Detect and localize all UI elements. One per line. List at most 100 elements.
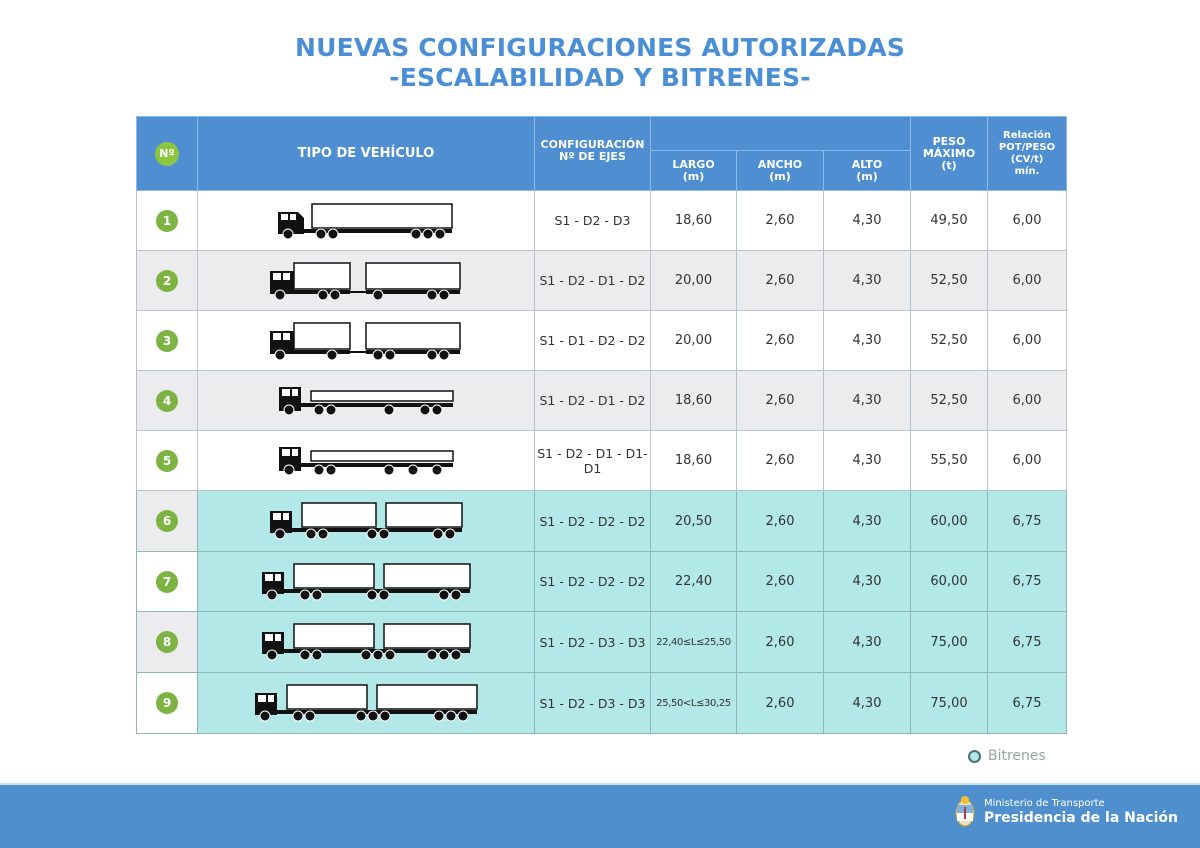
row-number-cell: 2	[136, 250, 198, 311]
row-number-cell: 4	[136, 370, 198, 431]
table-row: 5 S1 - D2 - D1 - D1- D1 18,60 2,60 4,30 …	[136, 430, 1068, 491]
relacion-cell: 6,75	[987, 672, 1068, 734]
peso-cell: 52,50	[910, 310, 989, 371]
row-number-cell: 9	[136, 672, 198, 734]
row-number-badge: 6	[156, 510, 178, 532]
row-number-cell: 5	[136, 430, 198, 491]
vehicle-cell	[197, 611, 535, 673]
ancho-cell: 2,60	[736, 551, 824, 612]
header-config-line1: CONFIGURACIÓN	[540, 138, 645, 151]
row-number-badge: 4	[156, 389, 178, 412]
header-largo-line2: (m)	[682, 169, 705, 183]
relacion-cell: 6,00	[987, 250, 1068, 311]
table-row: 2 S1 - D2 - D1 - D2 20,00 2,60 4,30 52,5…	[136, 250, 1068, 311]
header-peso-line2: MÁXIMO	[922, 146, 976, 160]
footer-bar: Ministerio de Transporte Presidencia de …	[0, 783, 1200, 848]
title-line-2: -ESCALABILIDAD Y BITRENES-	[389, 63, 811, 92]
alto-cell: 4,30	[822, 490, 912, 552]
ancho-cell: 2,60	[736, 611, 824, 673]
configurations-table: Nº TIPO DE VEHÍCULO CONFIGURACIÓN Nº DE …	[136, 116, 1068, 734]
alto-cell: 4,30	[822, 672, 912, 734]
header-alto: ALTO (m)	[822, 150, 912, 191]
table-row: 3 S1 - D1 - D2 - D2 20,00 2,60 4,30 52,5…	[136, 310, 1068, 371]
header-peso-line3: (t)	[941, 158, 957, 172]
ministry-brand: Ministerio de Transporte Presidencia de …	[954, 795, 1178, 829]
config-cell: S1 - D2 - D1 - D1- D1	[534, 430, 651, 491]
largo-cell: 18,60	[650, 430, 737, 491]
peso-cell: 75,00	[910, 611, 989, 673]
table-row-bitren: 6 S1 - D2 - D2 - D2 20,50 2,60 4,30 60,0…	[136, 490, 1068, 552]
vehicle-cell	[197, 310, 535, 371]
largo-cell: 25,50<L≤30,25	[650, 672, 737, 734]
header-ancho-line2: (m)	[769, 169, 791, 183]
header-rel-line2: POT/PESO	[998, 141, 1056, 153]
ministry-name: Ministerio de Transporte	[983, 798, 1105, 809]
table-row: 1 S1 - D2 - D3 18,60 2,60 4,30 49,50 6,0…	[136, 190, 1068, 251]
row-number-cell: 7	[136, 551, 198, 612]
table-row-bitren: 8 S1 - D2 - D3 - D3 22,40≤L≤25,50 2,60 4…	[136, 611, 1068, 673]
bitrain-truck-icon	[255, 684, 478, 722]
table-row: 4 S1 - D2 - D1 - D2 18,60 2,60 4,30 52,5…	[136, 370, 1068, 431]
row-number-badge: 2	[156, 269, 178, 292]
row-number-badge: 1	[156, 209, 178, 232]
ancho-cell: 2,60	[736, 672, 824, 734]
title-line-1: NUEVAS CONFIGURACIONES AUTORIZADAS	[294, 33, 906, 62]
header-relacion: Relación POT/PESO (CV/t) mín.	[987, 116, 1068, 191]
alto-cell: 4,30	[822, 611, 912, 673]
header-largo: LARGO (m)	[650, 150, 737, 191]
header-ancho: ANCHO (m)	[736, 150, 824, 191]
header-alto-line2: (m)	[856, 169, 878, 183]
header-num-badge: Nº	[155, 141, 179, 166]
header-ancho-line1: ANCHO	[757, 157, 803, 171]
relacion-cell: 6,75	[987, 490, 1068, 552]
header-rel-line4: mín.	[1014, 165, 1040, 177]
vehicle-cell	[197, 190, 535, 251]
flatbed-semi-trailer-icon	[279, 386, 454, 415]
largo-cell: 18,60	[650, 370, 737, 431]
peso-cell: 49,50	[910, 190, 989, 251]
largo-cell: 22,40≤L≤25,50	[650, 611, 737, 673]
ministry-text: Ministerio de Transporte Presidencia de …	[984, 798, 1178, 826]
bitrain-truck-icon	[270, 502, 463, 540]
header-num: Nº	[136, 116, 198, 191]
relacion-cell: 6,00	[987, 370, 1068, 431]
config-cell: S1 - D2 - D3	[534, 190, 651, 251]
config-cell: S1 - D2 - D1 - D2	[534, 250, 651, 311]
peso-cell: 52,50	[910, 250, 989, 311]
config-cell: S1 - D2 - D2 - D2	[534, 490, 651, 552]
alto-cell: 4,30	[822, 250, 912, 311]
largo-cell: 20,50	[650, 490, 737, 552]
ancho-cell: 2,60	[736, 250, 824, 311]
peso-cell: 60,00	[910, 490, 989, 552]
truck-and-trailer-icon	[270, 261, 461, 300]
row-number-cell: 3	[136, 310, 198, 371]
header-dimensions-group	[649, 116, 912, 151]
table-row-bitren: 9 S1 - D2 - D3 - D3 25,50<L≤30,25 2,60 4…	[136, 672, 1068, 734]
bitrain-truck-icon	[262, 562, 471, 600]
relacion-cell: 6,00	[987, 190, 1068, 251]
national-coat-of-arms-icon	[955, 796, 975, 827]
alto-cell: 4,30	[822, 370, 912, 431]
bitrain-truck-icon	[262, 623, 471, 661]
page-title: NUEVAS CONFIGURACIONES AUTORIZADAS -ESCA…	[0, 33, 1200, 93]
alto-cell: 4,30	[822, 190, 912, 251]
semi-trailer-truck-icon	[278, 202, 453, 239]
row-number-cell: 6	[136, 490, 198, 552]
header-peso-line1: PESO	[932, 134, 966, 148]
ancho-cell: 2,60	[736, 490, 824, 552]
peso-cell: 55,50	[910, 430, 989, 491]
config-cell: S1 - D2 - D2 - D2	[534, 551, 651, 612]
peso-cell: 75,00	[910, 672, 989, 734]
vehicle-cell	[197, 551, 535, 612]
flatbed-semi-trailer-icon	[279, 446, 454, 475]
row-number-cell: 8	[136, 611, 198, 673]
vehicle-cell	[197, 250, 535, 311]
vehicle-cell	[197, 430, 535, 491]
relacion-cell: 6,00	[987, 430, 1068, 491]
vehicle-cell	[197, 490, 535, 552]
relacion-cell: 6,75	[987, 551, 1068, 612]
row-number-badge: 7	[156, 570, 178, 593]
vehicle-cell	[197, 370, 535, 431]
alto-cell: 4,30	[822, 310, 912, 371]
config-cell: S1 - D2 - D3 - D3	[534, 672, 651, 734]
